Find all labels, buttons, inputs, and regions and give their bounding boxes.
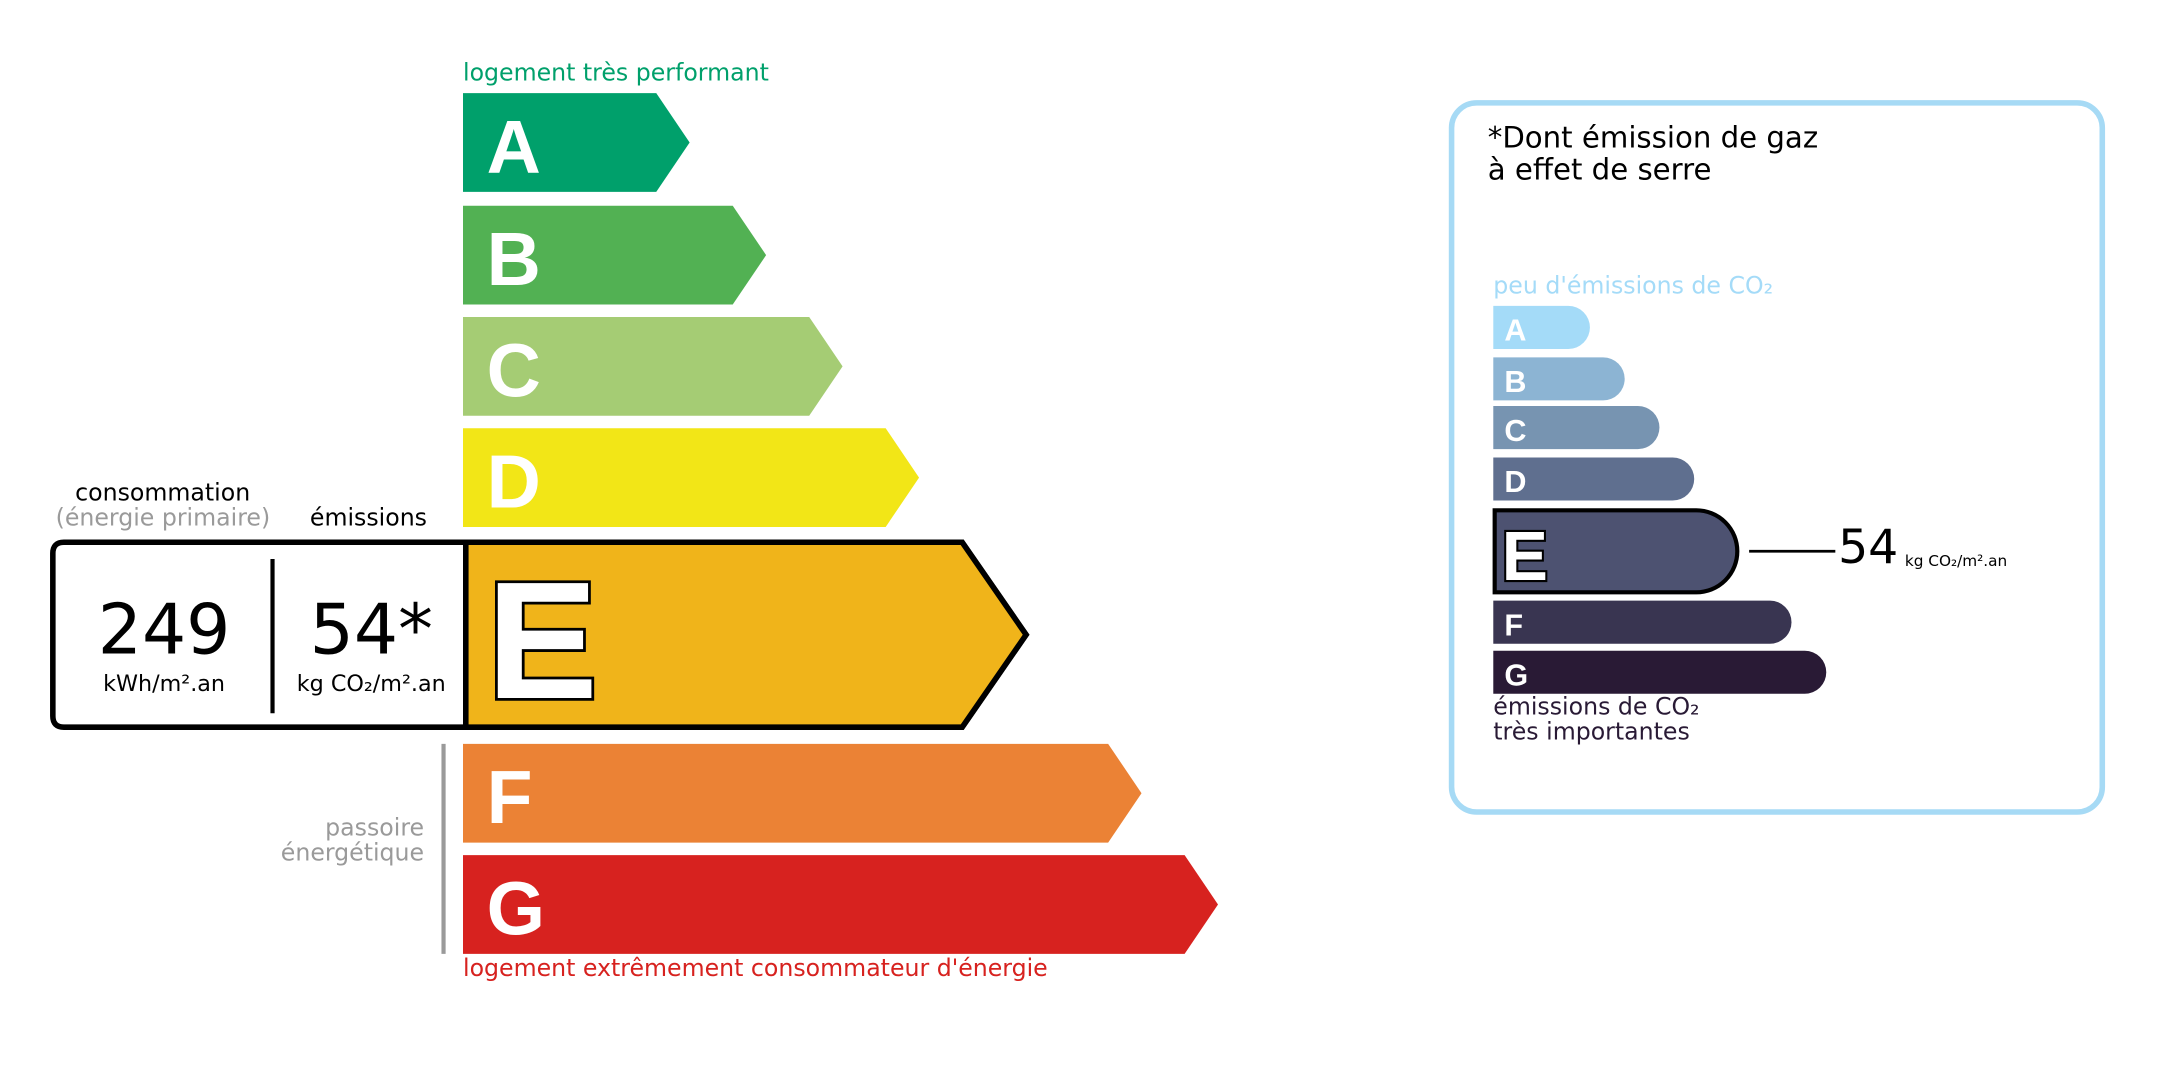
ghg-bottom-line1: émissions de CO₂ <box>1493 693 1700 722</box>
ghg-unit: kg CO₂/m².an <box>1904 551 2008 571</box>
ghg-bar-a <box>1493 305 1590 349</box>
ghg-bar-b <box>1493 357 1625 401</box>
ghg-letter-e: E <box>1502 517 1548 595</box>
emissions-unit: kg CO₂/m².an <box>296 670 446 697</box>
passoire-line2: énergétique <box>280 839 425 868</box>
ghg-letter-b: B <box>1504 365 1526 399</box>
passoire-line1: passoire <box>325 814 425 843</box>
ghg-bar-e <box>1492 508 1740 595</box>
ghg-letter-f: F <box>1504 608 1523 642</box>
energy-bar-g <box>463 855 1218 954</box>
energy-bar-d <box>463 428 920 527</box>
ghg-letter-d: D <box>1504 465 1526 499</box>
energy-bar-e <box>463 539 1030 730</box>
energy-letter-d: D <box>487 439 541 523</box>
energy-letter-b: B <box>487 217 541 301</box>
energy-letter-g: G <box>487 866 545 950</box>
energy-bar-b <box>463 205 767 305</box>
ghg-top-label: peu d'émissions de CO₂ <box>1493 272 1774 301</box>
ghg-bar-f <box>1493 600 1792 644</box>
emissions-label: émissions <box>309 504 428 533</box>
energy-bar-c <box>463 317 843 416</box>
consumption-label: consommation <box>75 479 251 508</box>
ghg-bottom-label: émissions de CO₂ très importantes <box>1493 695 1699 745</box>
ghg-bar-d <box>1493 457 1695 501</box>
ghg-value: 54 <box>1838 520 1899 576</box>
energy-bottom-label: logement extrêmement consommateur d'éner… <box>463 955 1048 984</box>
ghg-bar-g <box>1493 650 1827 694</box>
ghg-letter-g: G <box>1504 658 1528 692</box>
consumption-value: 249 <box>97 589 231 671</box>
energy-letter-c: C <box>487 328 541 412</box>
ghg-bottom-line2: très importantes <box>1493 718 1690 747</box>
energy-bar-f <box>463 743 1142 843</box>
energy-bar-a <box>463 93 690 192</box>
consumption-unit: kWh/m².an <box>103 670 226 697</box>
energy-letter-f: F <box>487 755 533 839</box>
ghg-bar-c <box>1493 405 1660 450</box>
ghg-panel <box>1448 100 2106 815</box>
energy-top-label: logement très performant <box>463 59 769 88</box>
emissions-value: 54* <box>309 589 433 671</box>
ghg-title-line2: à effet de serre <box>1487 152 1712 187</box>
ghg-letter-c: C <box>1504 414 1526 448</box>
energy-letter-e: E <box>487 548 598 734</box>
consumption-sublabel: (énergie primaire) <box>55 504 271 533</box>
energy-letter-a: A <box>487 104 541 188</box>
ghg-letter-a: A <box>1504 314 1526 348</box>
passoire-label: passoire énergétique <box>209 814 425 868</box>
ghg-title: *Dont émission de gaz à effet de serre <box>1488 122 1818 186</box>
ghg-title-line1: *Dont émission de gaz <box>1487 120 1819 155</box>
